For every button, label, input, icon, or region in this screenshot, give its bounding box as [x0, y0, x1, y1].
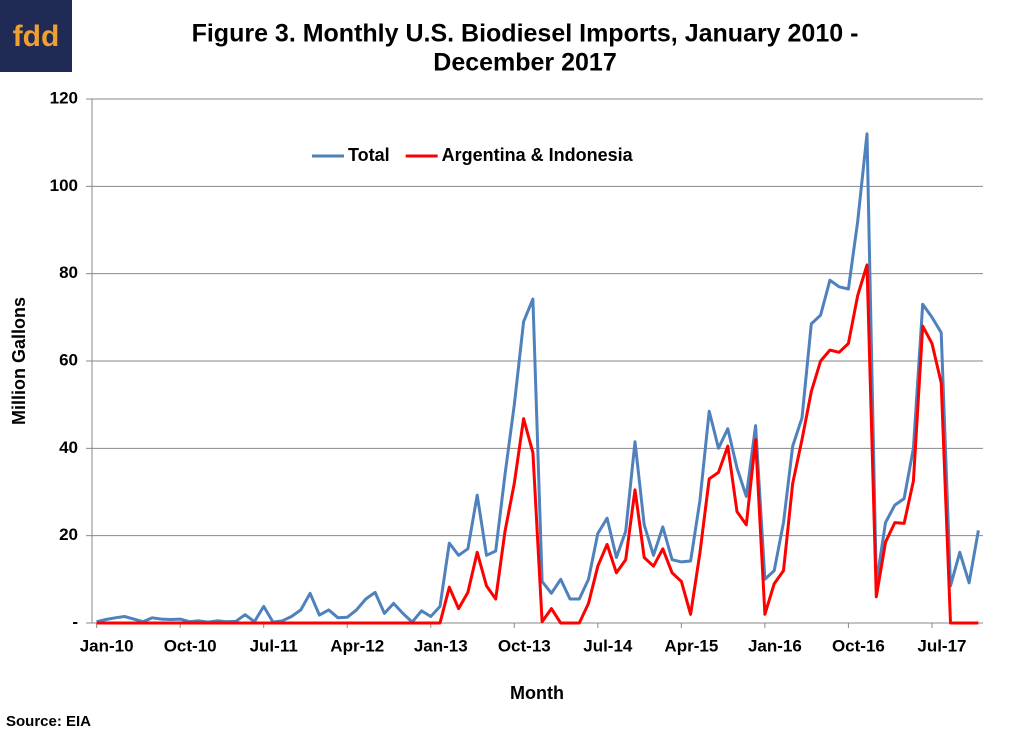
x-tick-label: Oct-13	[498, 636, 551, 655]
x-tick-label: Jan-16	[748, 636, 802, 655]
y-axis-title: Million Gallons	[9, 297, 29, 425]
chart-title: Figure 3. Monthly U.S. Biodiesel Imports…	[192, 20, 859, 48]
y-tick-label: 60	[59, 350, 78, 369]
logo-box	[0, 0, 72, 72]
line-series	[96, 132, 980, 624]
x-tick-label: Jul-17	[917, 636, 966, 655]
y-tick-label: 80	[59, 263, 78, 282]
x-tick-label: Jan-13	[414, 636, 468, 655]
x-tick-label: Jul-14	[583, 636, 633, 655]
x-axis-title: Month	[510, 683, 564, 703]
x-tick-label: Apr-12	[330, 636, 384, 655]
chart-title: December 2017	[433, 49, 616, 77]
x-tick-label: Jul-11	[250, 636, 298, 655]
x-tick-label: Oct-10	[164, 636, 217, 655]
y-tick-label: 20	[59, 525, 78, 544]
y-tick-label: 100	[50, 176, 78, 195]
source: Source: EIA	[6, 713, 91, 730]
x-tick-label: Oct-16	[832, 636, 885, 655]
logo: fdd	[13, 20, 60, 53]
x-tick-label: Apr-15	[664, 636, 718, 655]
line-series	[96, 263, 979, 625]
y-tick-label: 120	[50, 88, 78, 107]
legend-label: Argentina & Indonesia	[442, 145, 634, 165]
y-tick-label: 40	[59, 438, 78, 457]
legend-label: Total	[348, 145, 390, 165]
x-tick-label: Jan-10	[80, 636, 134, 655]
y-tick-label: -	[72, 612, 78, 631]
